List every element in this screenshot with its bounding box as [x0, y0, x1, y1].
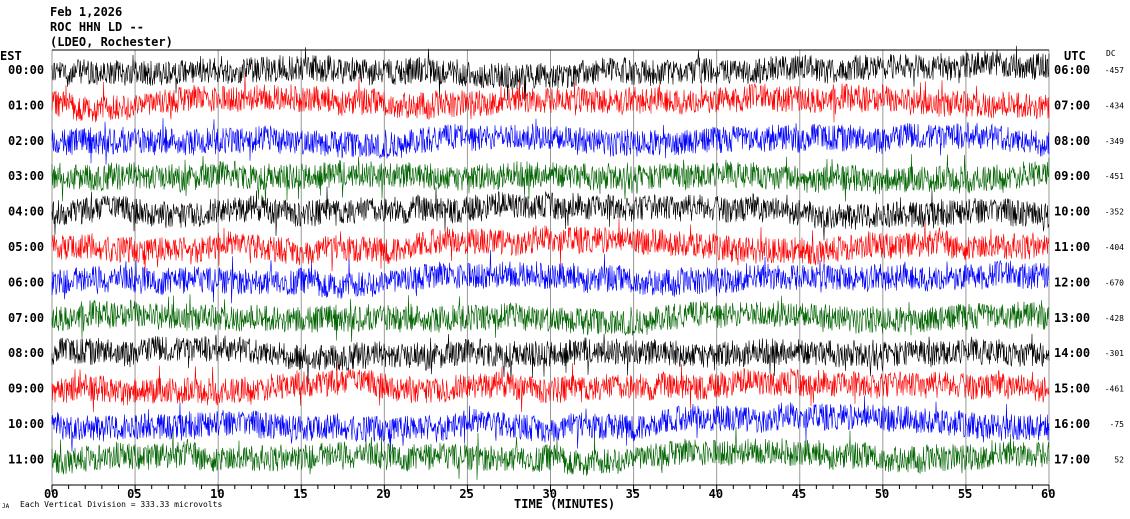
dc-title: DC [1106, 49, 1116, 58]
logo: JA [2, 503, 10, 510]
utc-hour-label: 17:00 [1054, 452, 1090, 466]
x-tick-label: 25 [459, 487, 473, 501]
utc-hour-label: 09:00 [1054, 169, 1090, 183]
dc-offset-label: -457 [1105, 66, 1124, 75]
est-hour-label: 11:00 [8, 452, 44, 466]
utc-hour-label: 10:00 [1054, 205, 1090, 219]
utc-hour-label: 14:00 [1054, 346, 1090, 360]
scale-note: Each Vertical Division = 333.33 microvol… [20, 500, 223, 509]
x-tick-label: 50 [875, 487, 889, 501]
seismic-trace [51, 363, 1050, 413]
dc-offset-label: 52 [1114, 455, 1124, 464]
seismic-trace [51, 186, 1050, 241]
utc-hour-label: 08:00 [1054, 134, 1090, 148]
utc-hour-label: 16:00 [1054, 417, 1090, 431]
utc-hour-label: 06:00 [1054, 63, 1090, 77]
x-tick-label: 05 [127, 487, 141, 501]
x-tick-label: 35 [626, 487, 640, 501]
est-hour-label: 00:00 [8, 63, 44, 77]
est-hour-label: 06:00 [8, 275, 44, 289]
date-label: Feb 1,2026 [50, 5, 123, 19]
seismic-trace [51, 218, 1050, 274]
utc-hour-label: 15:00 [1054, 382, 1090, 396]
dc-offset-label: -461 [1105, 385, 1124, 394]
x-tick-label: 45 [792, 487, 806, 501]
x-tick-label: 30 [543, 487, 557, 501]
utc-hour-label: 11:00 [1054, 240, 1090, 254]
network-label: (LDEO, Rochester) [50, 35, 173, 49]
dc-offset-label: -75 [1110, 420, 1125, 429]
dc-offset-label: -404 [1105, 243, 1124, 252]
utc-hour-label: 13:00 [1054, 311, 1090, 325]
utc-hour-label: 07:00 [1054, 98, 1090, 112]
dc-offset-label: -670 [1105, 278, 1124, 287]
x-tick-label: 00 [44, 487, 58, 501]
seismic-trace [51, 294, 1050, 343]
dc-offset-label: -349 [1105, 137, 1124, 146]
dc-offset-label: -451 [1105, 172, 1124, 181]
est-hour-label: 03:00 [8, 169, 44, 183]
seismic-trace [51, 333, 1050, 383]
est-hour-label: 10:00 [8, 417, 44, 431]
dc-offset-label: -301 [1105, 349, 1124, 358]
seismic-trace [51, 249, 1050, 304]
est-hour-label: 09:00 [8, 382, 44, 396]
est-axis-title: EST [0, 49, 22, 63]
x-tick-label: 40 [709, 487, 723, 501]
station-label: ROC HHN LD -- [50, 20, 144, 34]
est-hour-label: 05:00 [8, 240, 44, 254]
seismic-trace [51, 118, 1050, 165]
utc-axis-title: UTC [1064, 49, 1086, 63]
x-tick-label: 10 [210, 487, 224, 501]
est-hour-label: 02:00 [8, 134, 44, 148]
seismic-trace [51, 73, 1050, 123]
x-tick-label: 55 [958, 487, 972, 501]
est-hour-label: 04:00 [8, 205, 44, 219]
x-tick-label: 15 [293, 487, 307, 501]
dc-offset-label: -434 [1105, 101, 1124, 110]
x-tick-label: 20 [376, 487, 390, 501]
est-hour-label: 07:00 [8, 311, 44, 325]
seismic-trace [51, 426, 1050, 480]
dc-offset-label: -352 [1105, 208, 1124, 217]
seismic-trace [51, 154, 1050, 204]
seismic-trace [51, 45, 1050, 102]
x-tick-label: 60 [1041, 487, 1055, 501]
x-axis-label: TIME (MINUTES) [514, 497, 615, 511]
utc-hour-label: 12:00 [1054, 275, 1090, 289]
est-hour-label: 08:00 [8, 346, 44, 360]
dc-offset-label: -428 [1105, 314, 1124, 323]
seismic-trace [51, 395, 1050, 452]
est-hour-label: 01:00 [8, 98, 44, 112]
